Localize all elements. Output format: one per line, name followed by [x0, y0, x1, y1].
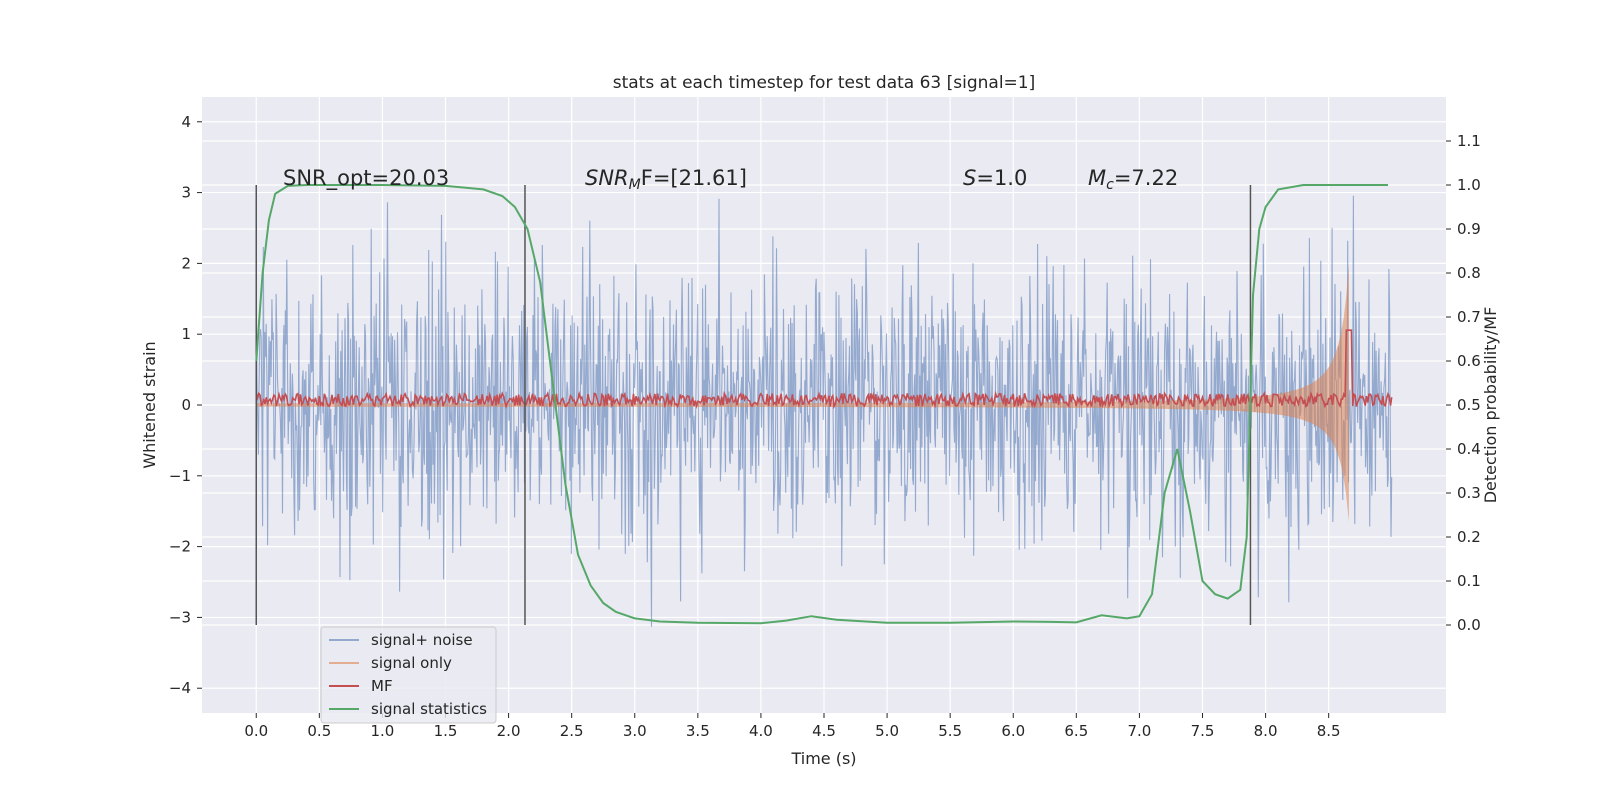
x-tick-label: 4.5	[812, 722, 836, 740]
mf-trace	[255, 329, 1393, 410]
y-tick-label: 1	[181, 325, 191, 343]
x-tick-label: 6.5	[1064, 722, 1088, 740]
y-right-tick-label: 0.6	[1457, 352, 1481, 370]
y-right-tick-label: 0.2	[1457, 528, 1481, 546]
mc-value: =7.22	[1114, 166, 1178, 190]
y-axis-label-right: Detection probability/MF	[1481, 307, 1500, 504]
y-right-tick-label: 0.1	[1457, 572, 1481, 590]
y-right-tick-label: 1.0	[1457, 176, 1481, 194]
signal-statistics-series	[255, 184, 1388, 625]
y-right-tick-label: 0.8	[1457, 264, 1481, 282]
legend-box	[320, 626, 497, 724]
x-tick-label: 2.0	[497, 722, 521, 740]
snr-mf-subscript: M	[629, 177, 641, 193]
y-tick-label: −4	[169, 679, 191, 697]
s-symbol: S	[963, 166, 976, 190]
y-axis-label: Whitened strain	[140, 341, 159, 468]
legend: signal+ noise signal only MF signal stat…	[320, 626, 497, 724]
x-tick-label: 3.0	[623, 722, 647, 740]
y-tick-label: −1	[169, 467, 191, 485]
snr-mf-value: F=[21.61]	[641, 166, 747, 190]
annotation-snr-mf: SNRMF=[21.61]	[585, 166, 747, 193]
x-tick-label: 0.5	[307, 722, 331, 740]
chart-title: stats at each timestep for test data 63 …	[613, 73, 1036, 93]
noise-series	[255, 195, 1393, 627]
legend-label-mf: MF	[371, 677, 393, 695]
x-tick-label: 1.5	[434, 722, 458, 740]
annotation-s: S=1.0	[963, 166, 1027, 190]
noise-trace	[255, 195, 1393, 627]
y-tick-label: −3	[169, 608, 191, 626]
y-ticks-right: 1.1 1.0 0.9 0.8 0.7 0.6 0.5 0.4 0.3 0.2 0.1 0.0	[1446, 132, 1481, 634]
x-tick-label: 5.0	[875, 722, 899, 740]
x-tick-label: 6.0	[1001, 722, 1025, 740]
y-right-tick-label: 0.0	[1457, 616, 1481, 634]
mc-symbol: M	[1088, 166, 1106, 190]
y-tick-label: 0	[181, 396, 191, 414]
mc-subscript: c	[1106, 177, 1114, 193]
x-tick-label: 7.5	[1191, 722, 1215, 740]
y-tick-label: 4	[181, 113, 191, 131]
mf-series	[255, 329, 1393, 410]
y-right-tick-label: 0.7	[1457, 308, 1481, 326]
y-right-tick-label: 0.9	[1457, 220, 1481, 238]
x-tick-label: 8.5	[1317, 722, 1341, 740]
s-value: =1.0	[976, 166, 1027, 190]
y-tick-label: 2	[181, 254, 191, 272]
x-ticks: 0.0 0.5 1.0 1.5 2.0 2.5 3.0 3.5 4.0 4.5 5.0 5.5 6.0 6…	[244, 713, 1341, 740]
y-ticks: 4 3 2 1 0 −1 −2 −3 −4	[169, 113, 202, 697]
x-tick-label: 4.0	[749, 722, 773, 740]
annotation-snr-opt: SNR_opt=20.03	[283, 166, 449, 191]
x-tick-label: 7.0	[1127, 722, 1151, 740]
legend-label-signal: signal only	[371, 654, 452, 672]
y-right-tick-label: 0.4	[1457, 440, 1481, 458]
x-tick-label: 8.0	[1254, 722, 1278, 740]
x-tick-label: 2.5	[560, 722, 584, 740]
snr-mf-symbol: SNR	[585, 166, 629, 190]
annotation-mc: Mc=7.22	[1088, 166, 1178, 193]
y-tick-label: 3	[181, 184, 191, 202]
y-right-tick-label: 0.5	[1457, 396, 1481, 414]
y-right-tick-label: 1.1	[1457, 132, 1481, 150]
x-axis-label: Time (s)	[790, 749, 856, 768]
x-tick-label: 1.0	[370, 722, 394, 740]
y-tick-label: −2	[169, 538, 191, 556]
x-tick-label: 5.5	[938, 722, 962, 740]
legend-label-noise: signal+ noise	[371, 631, 473, 649]
x-tick-label: 0.0	[244, 722, 268, 740]
signal-statistics-trace	[255, 184, 1388, 625]
x-tick-label: 3.5	[686, 722, 710, 740]
legend-label-statistics: signal statistics	[371, 700, 487, 718]
y-right-tick-label: 0.3	[1457, 484, 1481, 502]
